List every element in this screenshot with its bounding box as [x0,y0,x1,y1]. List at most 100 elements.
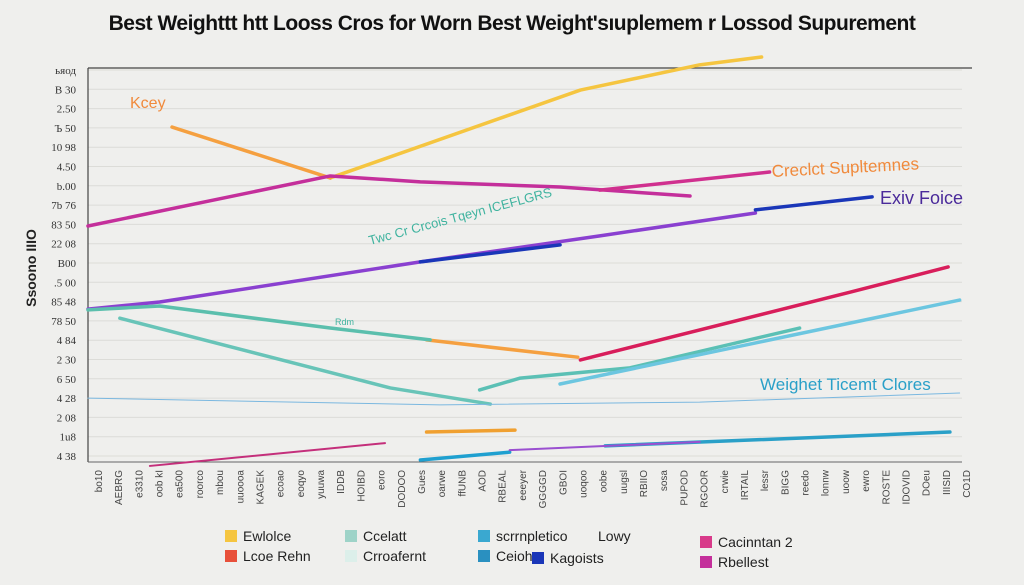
legend-item: Lowy [598,528,631,544]
x-tick-label: DODOO [397,470,408,508]
legend-swatch [225,530,237,542]
x-tick-label: HOIBD [356,470,367,502]
y-axis-title: Ssoono IIIO [23,229,39,307]
x-tick-label: oob kI [155,470,166,497]
y-tick-label: 4.50 [57,162,77,174]
x-tick-label: oarwe [437,470,448,498]
y-tick-label: 6 50 [57,374,77,386]
series-line [558,298,962,386]
legend-swatch [345,530,357,542]
y-tick-label: B00 [58,258,77,270]
x-tick-label: reedo [801,470,812,496]
legend-label: Kagoists [550,550,604,566]
x-tick-label: IRTAIL [740,470,751,501]
series-line [753,195,874,212]
series-line [477,326,802,392]
legend-item: Ccelatt [345,528,407,544]
series-line [170,125,332,180]
y-tick-label: Ъ 50 [54,123,76,135]
series-line [418,243,562,264]
x-tick-label: ea500 [175,470,186,498]
y-tick-label: b.00 [57,181,77,193]
legend-label: scrrnpletico [496,528,568,544]
y-tick-label: 4 38 [57,451,77,463]
series-line [87,392,961,406]
x-tick-label: uugsl [619,470,630,494]
x-tick-label: eeeyer [518,469,529,500]
legend-label: Ccelatt [363,528,407,544]
x-tick-label: ecoao [276,470,287,498]
x-tick-label: oobe [599,470,610,493]
x-tick-label: mbou [215,470,226,495]
legend-item: Kagoists [532,550,604,566]
x-tick-label: lessr [760,469,771,491]
x-tick-label: sosa [659,470,670,492]
x-tick-label: uoqoo [578,470,589,498]
y-tick-label: 2 08 [57,412,77,424]
legend-label: Cacinntan 2 [718,534,793,550]
legend-item: Ewlolce [225,528,291,544]
legend-item: Cacinntan 2 [700,534,793,550]
x-tick-label: IDOVID [901,470,912,504]
legend-item: Rbellest [700,554,769,570]
legend-swatch [700,556,712,568]
x-tick-label: RBIIO [639,470,650,497]
x-tick-label: ewro [861,470,872,492]
x-tick-label: eoro [377,470,388,490]
series-line [148,442,387,467]
y-tick-label: 4 84 [57,335,77,347]
legend-swatch [700,536,712,548]
x-tick-label: GGGGD [538,470,549,508]
legend-item: Lcoe Rehn [225,548,311,564]
y-tick-label: 85 48 [51,297,76,309]
y-tick-label: 2.50 [57,104,77,116]
legend-swatch [532,552,544,564]
y-tick-label: 78 50 [51,316,76,328]
annotation-label: Kcey [130,95,166,112]
x-tick-label: RGOOR [700,470,711,508]
x-tick-label: uuoooa [235,470,246,504]
legend-label: Lowy [598,528,631,544]
x-tick-label: BIGG [780,470,791,495]
series-line [86,304,432,342]
x-tick-label: KAGEK [255,470,266,505]
legend-swatch [345,550,357,562]
annotation-label: Rdm [335,317,354,327]
x-tick-label: CO1D [962,470,973,498]
y-tick-label: 10 98 [51,142,76,154]
annotation-label: Weighet Ticemt Clores [760,375,931,394]
x-tick-label: IDDB [336,470,347,494]
y-tick-label: 2 30 [57,355,77,367]
y-tick-label: 83 50 [51,219,76,231]
y-tick-label: В 30 [55,84,77,96]
x-tick-label: IIISID [942,470,953,495]
x-tick-label: lonnw [821,469,832,496]
y-tick-label: ьяод [55,65,76,77]
legend-label: Rbellest [718,554,769,570]
legend-label: Ewlolce [243,528,292,544]
y-tick-label: 4 28 [57,393,77,405]
y-tick-label: .5 00 [54,277,77,289]
legend-item: scrrnpletico [478,528,568,544]
chart-title: Best Weighttt htt Looss Cros for Worn Be… [108,12,916,35]
annotation-label: Exiv Foice [880,188,963,208]
legend-swatch [478,530,490,542]
y-tick-label: 7b 76 [51,200,76,212]
x-tick-label: AEBRG [114,470,125,505]
series-line [598,170,772,192]
series-line [418,450,512,462]
series-line [118,316,492,406]
legend-item: Crroafernt [345,548,426,564]
legend-label: Crroafernt [363,548,427,564]
annotation-label: Twc Cr Crcois Tqeyn ICEFLGRS [367,184,554,247]
legend-label: Lcoe Rehn [243,548,311,564]
y-tick-label: 22 08 [51,239,76,251]
series-line [424,338,580,359]
annotation-label: Creclct Supltemnes [771,154,919,181]
x-tick-label: ROSTE [881,470,892,505]
x-tick-label: roorco [195,470,206,499]
x-tick-label: GBOI [558,470,569,495]
x-tick-label: eoqyo [296,470,307,498]
series-line [508,440,701,452]
x-tick-label: DOeu [922,470,933,496]
